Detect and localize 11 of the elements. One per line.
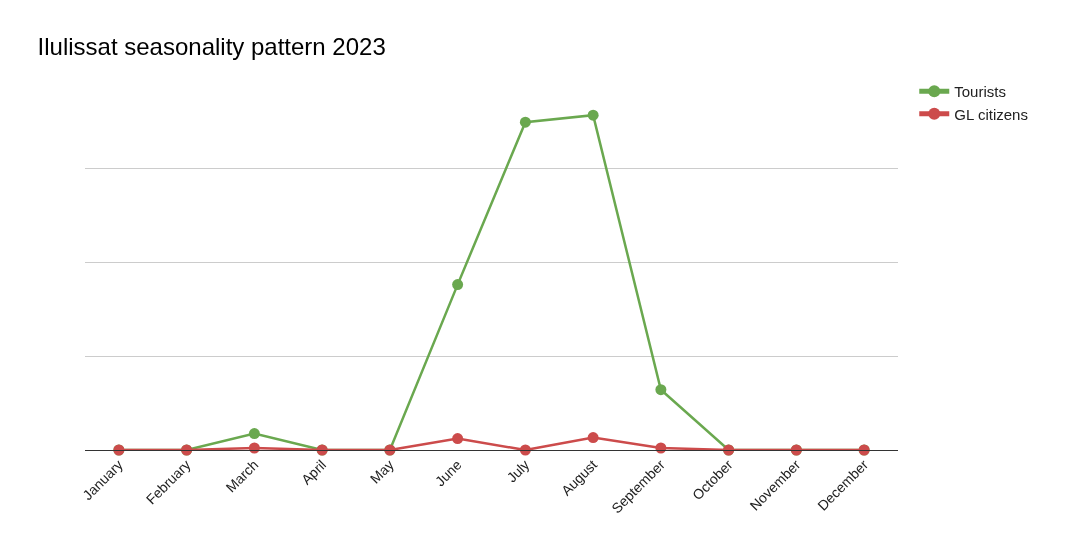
point bbox=[248, 428, 260, 440]
x-tick-label: July bbox=[503, 456, 533, 486]
point bbox=[519, 116, 531, 128]
point bbox=[587, 109, 599, 121]
point bbox=[587, 432, 599, 444]
point bbox=[452, 433, 464, 445]
legend-label: Tourists bbox=[954, 83, 1006, 101]
legend-label: GL citizens bbox=[954, 105, 1028, 123]
point bbox=[655, 384, 667, 396]
point bbox=[452, 279, 464, 291]
chart-title: Ilulissat seasonality pattern 2023 bbox=[37, 33, 386, 61]
